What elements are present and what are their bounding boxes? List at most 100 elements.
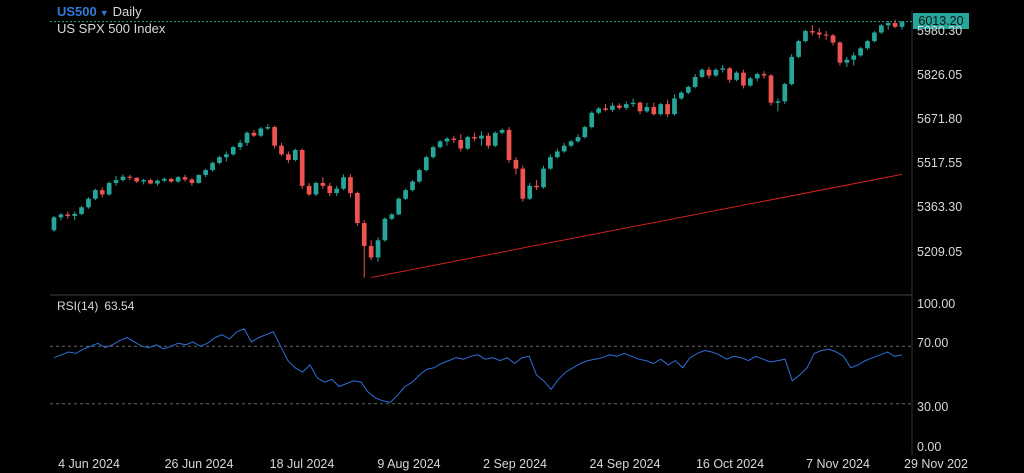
candle-body bbox=[513, 160, 519, 169]
time-axis-tick: 7 Nov 2024 bbox=[806, 457, 870, 471]
instrument-name: US SPX 500 Index bbox=[57, 21, 166, 36]
candle-body bbox=[747, 78, 753, 86]
rsi-name: RSI(14) bbox=[57, 299, 99, 313]
candle-body bbox=[155, 180, 160, 184]
candle-body bbox=[120, 176, 126, 181]
candle-body bbox=[506, 129, 512, 161]
candle-body bbox=[189, 179, 195, 183]
candle-body bbox=[382, 218, 388, 241]
candle-body bbox=[361, 223, 367, 246]
time-axis-tick: 26 Jun 2024 bbox=[164, 457, 234, 471]
time-axis-tick: 4 Jun 2024 bbox=[58, 457, 120, 471]
candle-body bbox=[837, 42, 843, 63]
candle-body bbox=[885, 23, 891, 26]
candle-body bbox=[65, 214, 71, 216]
candle-body bbox=[844, 59, 850, 63]
symbol-selector[interactable]: US500 bbox=[57, 4, 97, 19]
candle-body bbox=[244, 132, 250, 143]
candle-body bbox=[878, 25, 884, 33]
candle-body bbox=[534, 185, 539, 188]
candle-body bbox=[348, 177, 353, 193]
current-price-badge: 6013.20 bbox=[913, 13, 969, 29]
candle-body bbox=[396, 198, 402, 215]
price-axis-tick: 5980.30 bbox=[917, 24, 963, 38]
candle-body bbox=[355, 192, 360, 224]
candle-body bbox=[796, 41, 801, 57]
candle-body bbox=[127, 176, 133, 178]
candle-body bbox=[610, 105, 615, 110]
candle-body bbox=[458, 139, 464, 149]
candle-body bbox=[72, 213, 78, 216]
candle-body bbox=[182, 177, 188, 180]
candle-body bbox=[865, 41, 870, 49]
candle-body bbox=[196, 174, 202, 183]
candle-body bbox=[665, 104, 670, 115]
candle-body bbox=[816, 32, 822, 35]
candle-body bbox=[499, 129, 505, 133]
candle-body bbox=[782, 84, 788, 102]
candle-body bbox=[306, 185, 312, 195]
candle-body bbox=[858, 48, 863, 56]
candle-body bbox=[203, 170, 209, 175]
rsi-axis-tick: 70.00 bbox=[917, 336, 949, 350]
candle-body bbox=[437, 141, 443, 148]
candle-body bbox=[699, 69, 705, 77]
candle-body bbox=[99, 190, 105, 195]
candle-body bbox=[320, 182, 326, 186]
candle-body bbox=[754, 74, 760, 79]
rsi-reference-lines bbox=[50, 345, 912, 405]
candle-body bbox=[389, 214, 395, 219]
candle-body bbox=[672, 98, 677, 115]
candle-body bbox=[334, 188, 340, 193]
time-axis-tick: 29 Nov 202 bbox=[904, 457, 968, 471]
candle-body bbox=[616, 105, 622, 108]
candle-body bbox=[141, 180, 146, 182]
caret-down-icon[interactable]: ▼ bbox=[99, 8, 109, 18]
candle-body bbox=[720, 68, 726, 70]
candle-body bbox=[292, 150, 298, 161]
price-axis-tick: 5363.30 bbox=[917, 200, 963, 214]
candle-body bbox=[548, 157, 553, 169]
candle-body bbox=[251, 132, 257, 136]
candle-body bbox=[589, 112, 595, 128]
candle-body bbox=[410, 181, 415, 191]
candle-body bbox=[134, 177, 140, 182]
candle-body bbox=[51, 217, 57, 231]
candle-body bbox=[217, 157, 222, 163]
rsi-series-line bbox=[53, 328, 903, 403]
candle-body bbox=[286, 154, 291, 161]
candle-body bbox=[341, 177, 346, 189]
candle-body bbox=[465, 137, 471, 149]
candle-body bbox=[568, 141, 574, 146]
candle-body bbox=[430, 147, 436, 158]
time-axis-tick: 16 Oct 2024 bbox=[695, 457, 765, 471]
candle-body bbox=[299, 150, 305, 186]
candle-body bbox=[224, 154, 229, 158]
candle-body bbox=[541, 168, 546, 188]
candle-body bbox=[375, 240, 381, 258]
price-axis-tick: 5209.05 bbox=[917, 245, 963, 259]
timeframe-label[interactable]: Daily bbox=[112, 4, 142, 19]
symbol-header: US500 ▼ Daily bbox=[57, 4, 142, 19]
candle-body bbox=[651, 107, 657, 115]
candle-body bbox=[692, 76, 698, 87]
candle-body bbox=[472, 137, 477, 139]
candle-body bbox=[741, 72, 746, 86]
candle-body bbox=[444, 138, 450, 142]
candle-body bbox=[803, 31, 808, 42]
candle-body bbox=[86, 198, 91, 208]
candle-body bbox=[113, 180, 119, 183]
candle-body bbox=[872, 32, 877, 42]
candle-body bbox=[892, 23, 898, 27]
candle-body bbox=[775, 101, 781, 103]
trend-line[interactable] bbox=[371, 173, 903, 279]
rsi-indicator-label[interactable]: RSI(14) 63.54 bbox=[57, 299, 140, 313]
candle-body bbox=[492, 132, 498, 146]
candle-body bbox=[368, 245, 374, 258]
price-axis-tick: 5517.55 bbox=[917, 156, 963, 170]
candle-body bbox=[830, 35, 836, 43]
candle-body bbox=[279, 145, 284, 155]
candle-body bbox=[644, 107, 650, 112]
candle-body bbox=[106, 182, 112, 195]
